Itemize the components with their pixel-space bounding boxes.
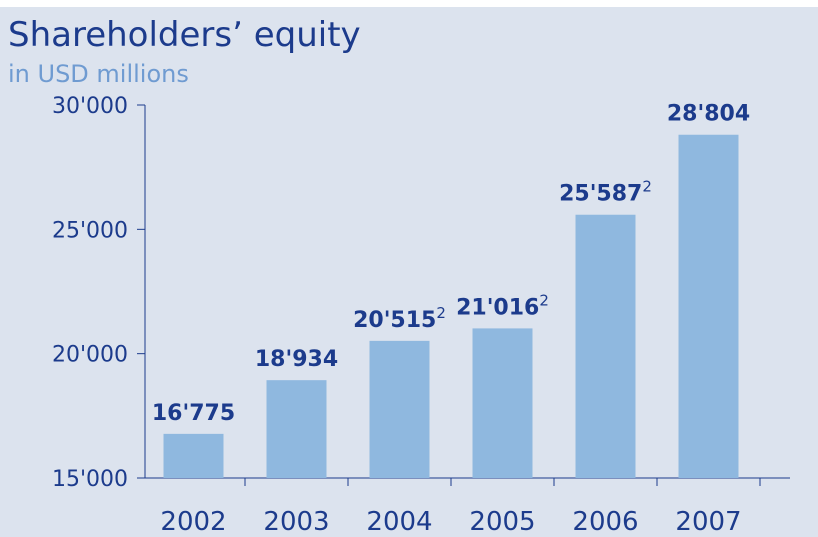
bar	[575, 214, 636, 478]
y-tick-label: 25'000	[52, 218, 128, 243]
value-label: 25'587	[559, 182, 642, 207]
value-label-group: 25'5872	[559, 178, 652, 207]
x-tick-label: 2006	[572, 507, 638, 537]
chart-subtitle: in USD millions	[8, 60, 189, 88]
x-tick-label: 2003	[263, 507, 329, 537]
value-label-group: 16'775	[152, 401, 235, 426]
bar	[163, 433, 224, 478]
x-tick-label: 2004	[366, 507, 432, 537]
footnote-marker: 2	[539, 291, 549, 309]
value-label: 21'016	[456, 295, 539, 320]
value-label-group: 20'5152	[353, 304, 446, 333]
footnote-marker: 2	[642, 178, 652, 196]
value-label-group: 21'0162	[456, 291, 549, 320]
bar	[472, 328, 533, 478]
y-tick-label: 20'000	[52, 343, 128, 368]
value-label: 28'804	[667, 102, 750, 127]
value-label: 20'515	[353, 308, 436, 333]
x-tick-label: 2005	[469, 507, 535, 537]
chart-title: Shareholders’ equity	[8, 15, 361, 55]
y-tick-label: 30'000	[52, 94, 128, 119]
bar	[678, 134, 739, 478]
x-tick-label: 2007	[675, 507, 741, 537]
value-label: 16'775	[152, 401, 235, 426]
value-label-group: 28'804	[667, 102, 750, 127]
value-label-group: 18'934	[255, 347, 338, 372]
footnote-marker: 2	[436, 304, 446, 322]
bar	[266, 380, 327, 478]
y-tick-label: 15'000	[52, 467, 128, 492]
x-tick-label: 2002	[160, 507, 226, 537]
bar	[369, 340, 430, 478]
value-label: 18'934	[255, 347, 338, 372]
